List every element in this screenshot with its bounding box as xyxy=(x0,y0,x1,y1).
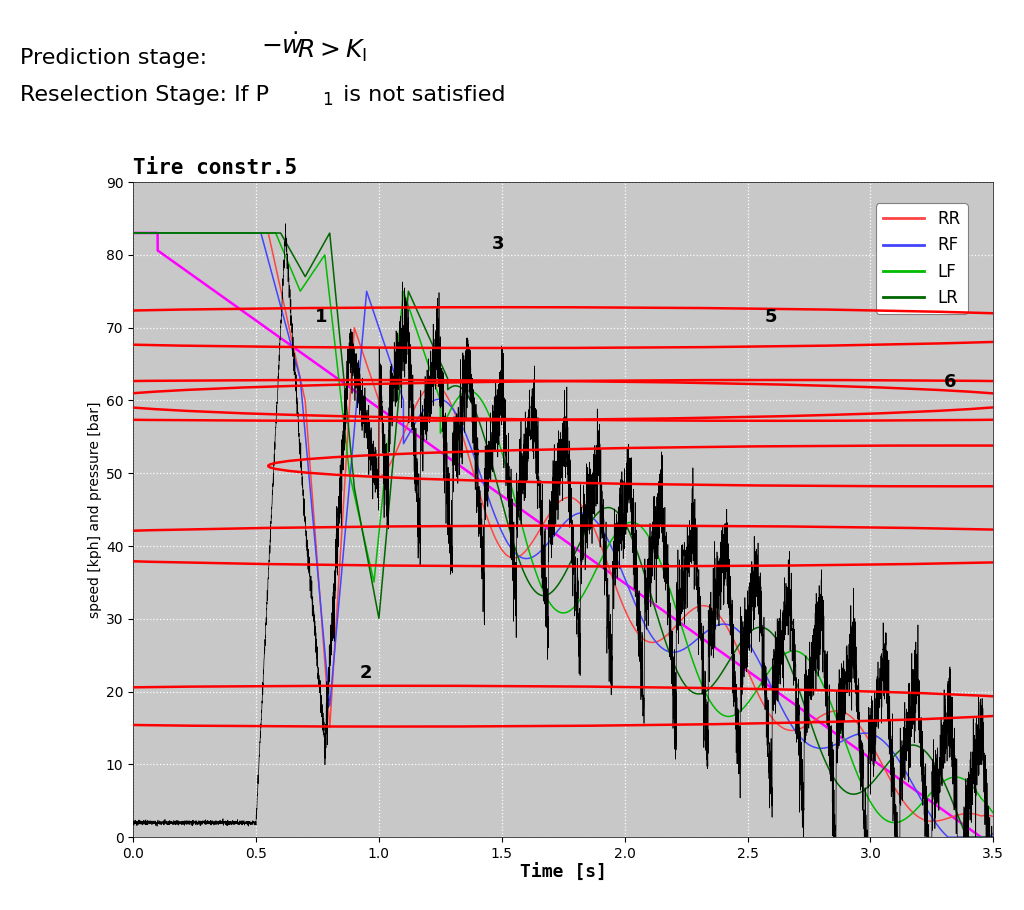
Text: $R > K_{\mathrm{I}}$: $R > K_{\mathrm{I}}$ xyxy=(297,37,367,64)
Text: $\mathdefault{-}$$\dot{w}$: $\mathdefault{-}$$\dot{w}$ xyxy=(261,33,304,59)
Text: Tire constr.5: Tire constr.5 xyxy=(133,157,297,177)
X-axis label: Time [s]: Time [s] xyxy=(520,864,606,882)
Text: 1: 1 xyxy=(323,91,333,109)
Text: Reselection Stage: If P: Reselection Stage: If P xyxy=(20,85,269,105)
Y-axis label: speed [kph] and pressure [bar]: speed [kph] and pressure [bar] xyxy=(88,401,101,618)
Text: 1: 1 xyxy=(315,308,328,326)
Text: 5: 5 xyxy=(765,308,777,326)
Text: 2: 2 xyxy=(359,664,372,682)
Text: Prediction stage:: Prediction stage: xyxy=(20,48,208,68)
Text: 3: 3 xyxy=(492,235,505,253)
Text: 4: 4 xyxy=(556,453,568,471)
Text: 6: 6 xyxy=(944,373,956,391)
Text: is not satisfied: is not satisfied xyxy=(336,85,506,105)
Legend: RR, RF, LF, LR: RR, RF, LF, LR xyxy=(877,204,968,314)
